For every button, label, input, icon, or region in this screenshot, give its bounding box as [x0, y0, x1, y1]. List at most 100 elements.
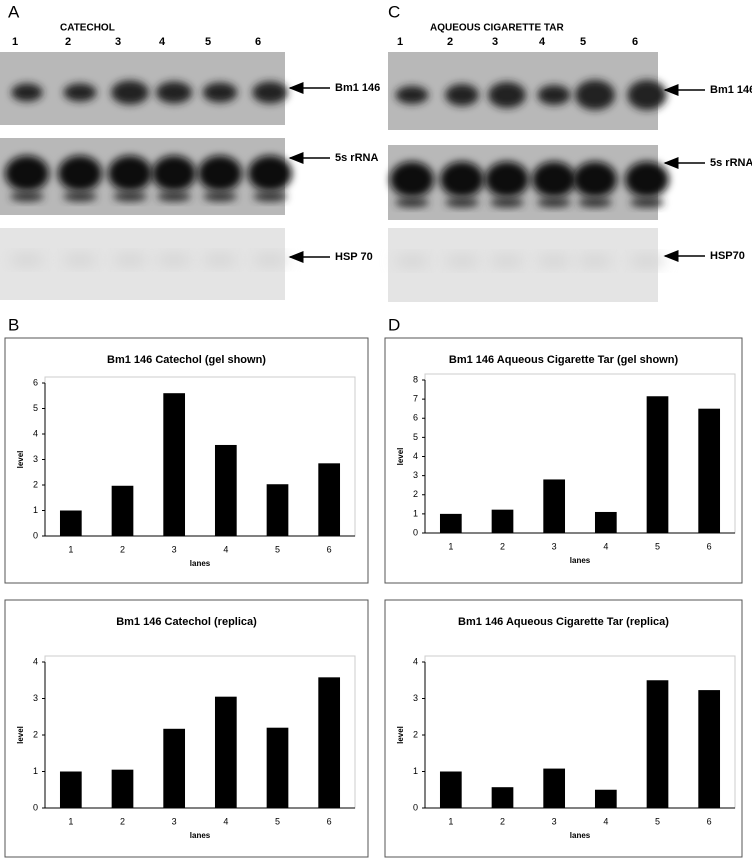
- x-tick-label: 6: [707, 541, 712, 551]
- y-tick-label: 2: [413, 489, 418, 499]
- gel-band: [202, 254, 238, 266]
- x-tick-label: 2: [500, 816, 505, 826]
- gel-band: [488, 82, 526, 108]
- chart-frame: [384, 599, 743, 858]
- y-tick-label: 2: [413, 729, 418, 739]
- x-tick-label: 5: [275, 544, 280, 554]
- y-tick-label: 2: [33, 479, 38, 489]
- bar: [318, 677, 341, 808]
- y-tick-label: 0: [413, 527, 418, 537]
- x-tick-label: 5: [655, 816, 660, 826]
- gel-band: [444, 255, 480, 267]
- gel-band: [573, 161, 617, 198]
- gel-band: [537, 85, 571, 105]
- lane-label: 6: [632, 36, 638, 48]
- x-tick-label: 5: [655, 541, 660, 551]
- y-tick-label: 8: [413, 374, 418, 384]
- bar: [439, 513, 462, 533]
- x-tick-label: 6: [327, 816, 332, 826]
- gel-strip: [388, 228, 658, 302]
- panel-letter: A: [8, 2, 20, 21]
- gel-band: [532, 161, 576, 198]
- gel-band: [537, 197, 571, 208]
- gel-band: [629, 255, 665, 267]
- x-tick-label: 5: [275, 816, 280, 826]
- gel-band: [157, 191, 191, 202]
- y-tick-label: 1: [413, 766, 418, 776]
- y-tick-label: 0: [33, 802, 38, 812]
- x-tick-label: 2: [120, 544, 125, 554]
- y-tick-label: 0: [33, 530, 38, 540]
- y-tick-label: 0: [413, 802, 418, 812]
- y-tick-label: 3: [413, 470, 418, 480]
- gel-band: [625, 161, 669, 198]
- gel-band: [202, 82, 238, 103]
- gel-band: [108, 155, 152, 192]
- lane-label: 3: [115, 36, 121, 48]
- bar: [439, 771, 462, 808]
- band-label: Bm1 146: [710, 84, 752, 96]
- gel-band: [575, 80, 615, 110]
- lane-label: 3: [492, 36, 498, 48]
- gel-band: [395, 86, 429, 104]
- x-axis-label: lanes: [570, 831, 591, 840]
- gel-band: [485, 161, 529, 198]
- gel-band: [440, 161, 484, 198]
- chart-frame: [4, 337, 369, 584]
- gel-band: [9, 254, 45, 266]
- bar: [698, 690, 721, 808]
- gel-band: [111, 80, 149, 105]
- y-tick-label: 2: [33, 729, 38, 739]
- y-tick-label: 6: [413, 413, 418, 423]
- bar: [59, 771, 82, 808]
- gel-band: [490, 197, 524, 208]
- gel-band: [536, 255, 572, 267]
- gel-band: [63, 191, 97, 202]
- x-tick-label: 3: [172, 544, 177, 554]
- gel-band: [113, 191, 147, 202]
- gel-band: [489, 255, 525, 267]
- x-tick-label: 4: [603, 541, 608, 551]
- lane-label: 4: [539, 36, 546, 48]
- gel-band: [10, 191, 44, 202]
- gel-band: [198, 155, 242, 192]
- x-tick-label: 2: [500, 541, 505, 551]
- bar: [543, 768, 566, 808]
- lane-label: 1: [397, 36, 403, 48]
- x-tick-label: 6: [707, 816, 712, 826]
- gel-band: [627, 80, 667, 110]
- bar: [266, 484, 289, 536]
- y-tick-label: 1: [413, 508, 418, 518]
- band-label: Bm1 146: [335, 82, 380, 94]
- y-tick-label: 4: [413, 656, 418, 666]
- x-tick-label: 6: [327, 544, 332, 554]
- lane-label: 1: [12, 36, 18, 48]
- x-tick-label: 1: [68, 544, 73, 554]
- bar: [59, 510, 82, 536]
- chart-title: Bm1 146 Catechol (gel shown): [107, 354, 266, 366]
- bar: [698, 408, 721, 533]
- gel-band: [394, 255, 430, 267]
- gel-band: [578, 197, 612, 208]
- gel-band: [395, 197, 429, 208]
- bar: [491, 787, 514, 808]
- chart-title: Bm1 146 Aqueous Cigarette Tar (gel shown…: [449, 354, 679, 366]
- x-tick-label: 1: [68, 816, 73, 826]
- x-tick-label: 2: [120, 816, 125, 826]
- bar: [214, 444, 237, 536]
- y-tick-label: 3: [33, 454, 38, 464]
- y-axis-label: level: [396, 726, 405, 744]
- gel-band: [445, 197, 479, 208]
- bar: [163, 728, 186, 808]
- panel-letter: B: [8, 315, 19, 334]
- y-axis-label: level: [16, 451, 25, 469]
- gel-band: [156, 81, 192, 104]
- y-axis-label: level: [396, 448, 405, 466]
- gel-band: [252, 81, 288, 104]
- x-tick-label: 4: [223, 544, 228, 554]
- gel-band: [248, 155, 292, 192]
- band-label: HSP70: [710, 250, 745, 262]
- lane-label: 2: [447, 36, 453, 48]
- y-tick-label: 1: [33, 766, 38, 776]
